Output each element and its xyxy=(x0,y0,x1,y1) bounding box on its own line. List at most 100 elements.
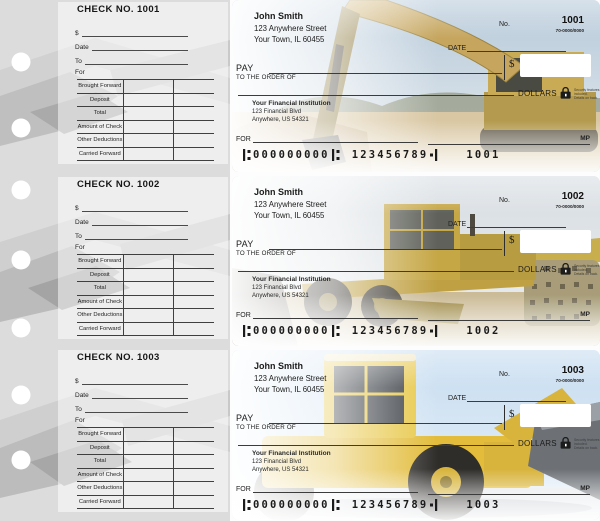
payer-address-2: Your Town, IL 60455 xyxy=(254,35,325,44)
micr-line: 000000000 123456789 1002 xyxy=(241,325,501,337)
dollar-sign: $ xyxy=(509,58,515,70)
date-line[interactable] xyxy=(467,44,566,52)
row-carried-forward: Carried Forward xyxy=(78,325,121,332)
memo-line[interactable] xyxy=(252,135,418,143)
order-label: TO THE ORDER OF xyxy=(236,74,296,81)
amount-box[interactable] xyxy=(520,230,591,253)
cents-cell[interactable] xyxy=(173,322,214,335)
micr-routing: 000000000 xyxy=(253,325,330,337)
amount-box[interactable] xyxy=(520,54,591,77)
amount-cell[interactable] xyxy=(122,282,174,295)
cents-cell[interactable] xyxy=(173,482,214,495)
payer-name: John Smith xyxy=(254,187,303,197)
micr-transit-icon xyxy=(243,149,251,161)
cents-cell[interactable] xyxy=(173,428,214,441)
institution-address-2: Anywhere, US 54321 xyxy=(252,117,309,123)
institution-name: Your Financial Institution xyxy=(252,100,331,107)
memo-line[interactable] xyxy=(252,485,418,493)
legibility-wash xyxy=(232,0,600,172)
cents-cell[interactable] xyxy=(173,134,214,147)
amount-cell[interactable] xyxy=(122,255,174,268)
row-carried-forward: Carried Forward xyxy=(78,150,121,157)
cents-cell[interactable] xyxy=(173,495,214,508)
micr-transit-icon xyxy=(331,149,340,161)
amount-divider xyxy=(504,55,505,80)
date-line[interactable] xyxy=(467,394,566,402)
row-amount-of-check: Amount of Check xyxy=(77,471,123,478)
number-label: No. xyxy=(499,371,510,378)
amount-cell[interactable] xyxy=(122,120,174,133)
micr-check-number: 1003 xyxy=(466,499,501,511)
date-line[interactable] xyxy=(467,220,566,228)
amount-cell[interactable] xyxy=(122,309,174,322)
amount-divider xyxy=(504,231,505,256)
pay-block: PAY TO THE ORDER OF xyxy=(236,239,296,257)
institution-block: Your Financial Institution 123 Financial… xyxy=(252,276,331,300)
payee-line[interactable] xyxy=(269,249,502,250)
memo-line[interactable] xyxy=(252,311,418,319)
micr-onus-icon xyxy=(430,325,438,337)
check-1001: John Smith 123 Anywhere Street Your Town… xyxy=(232,0,600,172)
signature-line[interactable] xyxy=(428,144,590,145)
check-1002: John Smith 123 Anywhere Street Your Town… xyxy=(232,176,600,346)
stub-date-line[interactable] xyxy=(91,388,188,399)
stub-register-table: Brought Forward Deposit Total Amount of … xyxy=(77,79,214,161)
cents-cell[interactable] xyxy=(173,120,214,133)
amount-words-line[interactable] xyxy=(238,445,514,446)
stub-date-label: Date xyxy=(75,392,89,399)
amount-cell[interactable] xyxy=(122,482,174,495)
stub-to-line[interactable] xyxy=(84,229,188,240)
cents-cell[interactable] xyxy=(173,93,214,106)
cents-cell[interactable] xyxy=(173,295,214,308)
stub-to-line[interactable] xyxy=(84,54,188,65)
stub-to-line[interactable] xyxy=(84,402,188,413)
stub-date-line[interactable] xyxy=(91,215,188,226)
amount-cell[interactable] xyxy=(122,107,174,120)
dollars-label: DOLLARS xyxy=(518,89,557,98)
amount-cell[interactable] xyxy=(122,268,174,281)
cents-cell[interactable] xyxy=(173,455,214,468)
amount-cell[interactable] xyxy=(122,441,174,454)
amount-cell[interactable] xyxy=(122,80,174,93)
amount-cell[interactable] xyxy=(122,295,174,308)
cents-cell[interactable] xyxy=(173,468,214,481)
stub-amount-line[interactable] xyxy=(81,26,188,37)
cents-cell[interactable] xyxy=(173,147,214,160)
stub-amount-line[interactable] xyxy=(81,374,188,385)
payer-block: John Smith 123 Anywhere Street Your Town… xyxy=(254,187,326,222)
amount-cell[interactable] xyxy=(122,495,174,508)
stub-title: CHECK NO. 1003 xyxy=(77,352,160,363)
amount-words-line[interactable] xyxy=(238,271,514,272)
row-deposit: Deposit xyxy=(90,271,110,278)
cents-cell[interactable] xyxy=(173,255,214,268)
micr-onus-icon xyxy=(430,149,438,161)
amount-cell[interactable] xyxy=(122,468,174,481)
amount-cell[interactable] xyxy=(122,134,174,147)
stub-date-line[interactable] xyxy=(91,40,188,51)
institution-address-1: 123 Financial Blvd xyxy=(252,109,302,115)
payee-line[interactable] xyxy=(269,73,502,74)
stub-amount-label: $ xyxy=(75,378,79,385)
row-deposit: Deposit xyxy=(90,96,110,103)
cents-cell[interactable] xyxy=(173,282,214,295)
amount-cell[interactable] xyxy=(122,455,174,468)
signature-line[interactable] xyxy=(428,494,590,495)
amount-words-line[interactable] xyxy=(238,95,514,96)
cents-cell[interactable] xyxy=(173,441,214,454)
amount-cell[interactable] xyxy=(122,93,174,106)
micr-check-number: 1002 xyxy=(466,325,501,337)
security-lock-icon xyxy=(560,437,571,449)
signature-line[interactable] xyxy=(428,320,590,321)
amount-cell[interactable] xyxy=(122,322,174,335)
cents-cell[interactable] xyxy=(173,80,214,93)
cents-cell[interactable] xyxy=(173,107,214,120)
amount-cell[interactable] xyxy=(122,147,174,160)
institution-block: Your Financial Institution 123 Financial… xyxy=(252,100,331,124)
cents-cell[interactable] xyxy=(173,268,214,281)
stub-amount-line[interactable] xyxy=(81,201,188,212)
amount-box[interactable] xyxy=(520,404,591,427)
payee-line[interactable] xyxy=(269,423,502,424)
micr-transit-icon xyxy=(243,499,251,511)
cents-cell[interactable] xyxy=(173,309,214,322)
amount-cell[interactable] xyxy=(122,428,174,441)
